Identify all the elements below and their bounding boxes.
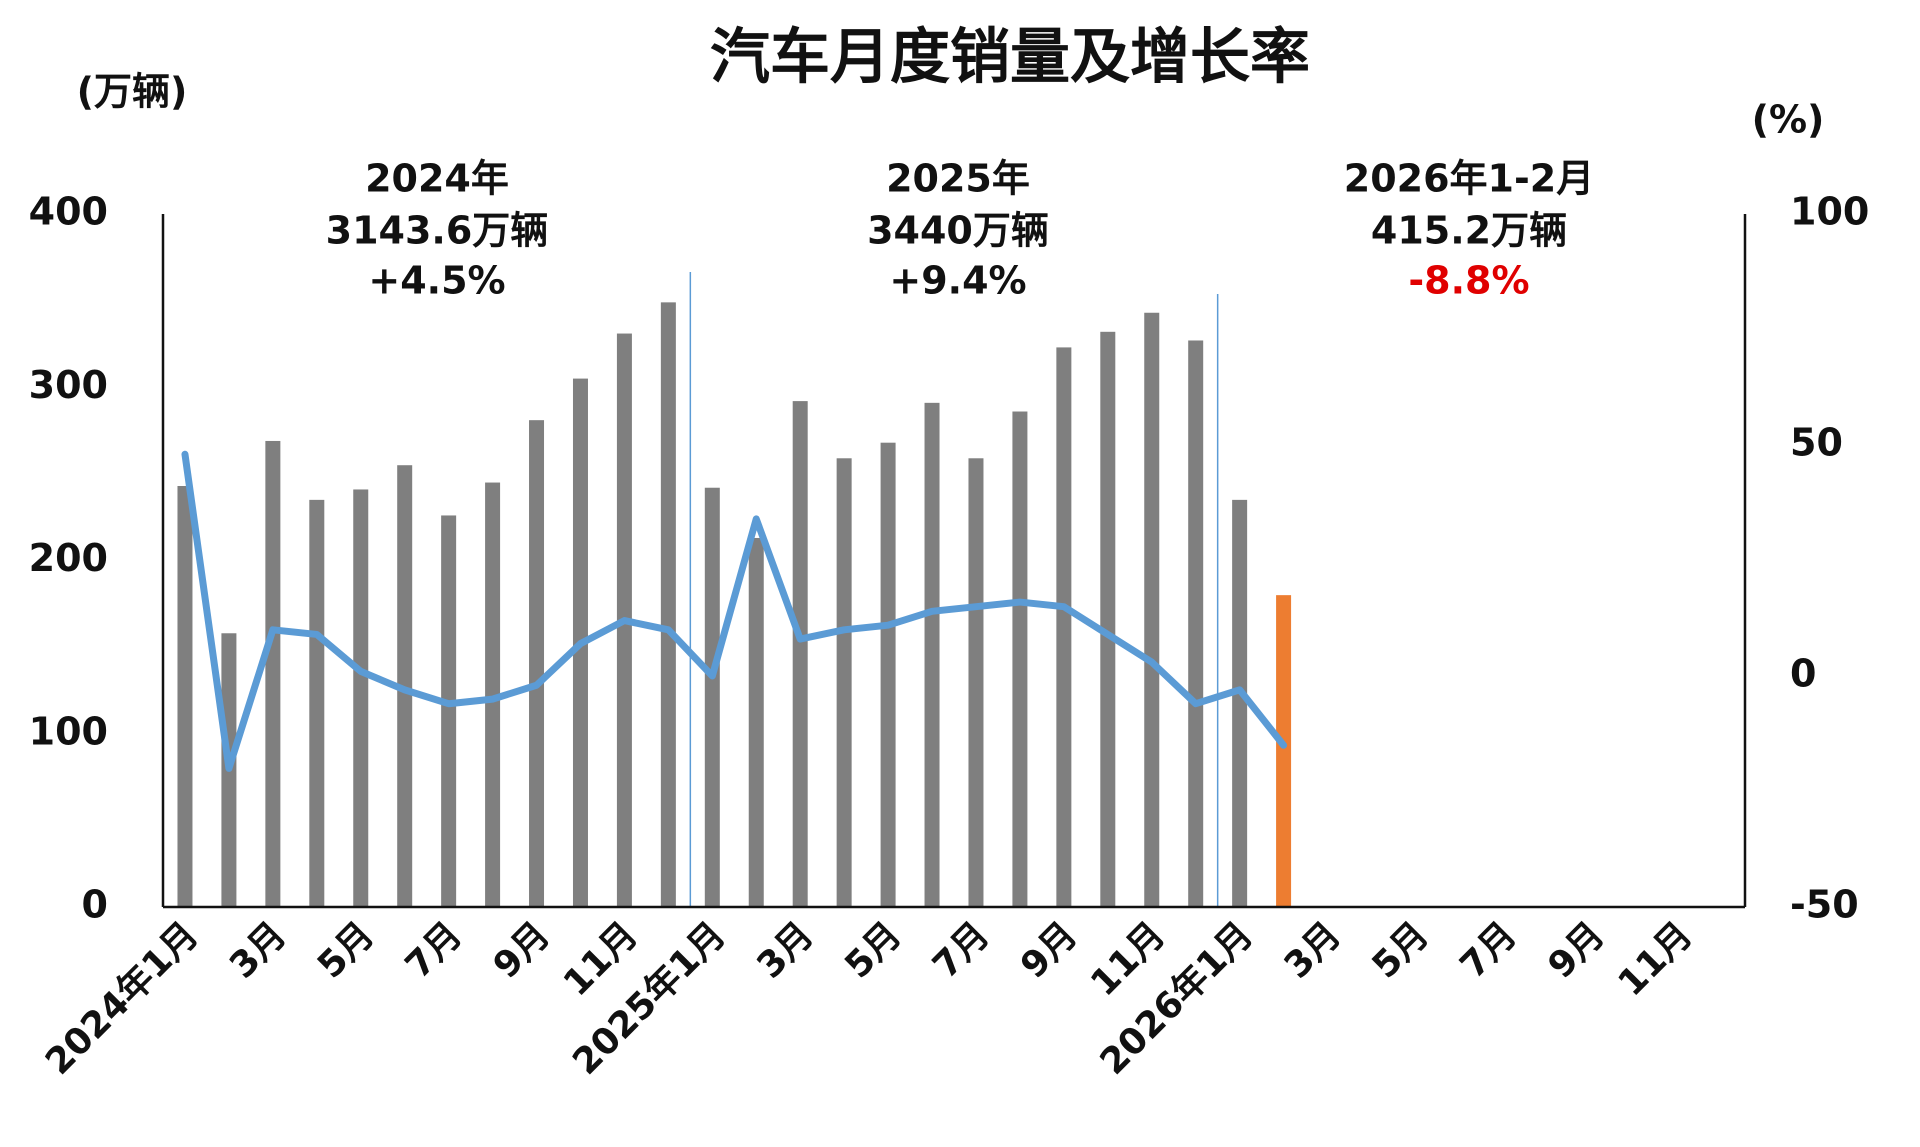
period-summary: 2026年1-2月 [1344,157,1594,201]
y-tick-label: 400 [29,190,108,234]
period-summary: 3143.6万辆 [326,209,549,253]
y-tick-label: 300 [29,363,108,407]
bar [792,401,808,907]
x-tick-label: 11月 [1611,914,1701,1004]
bar [265,440,281,907]
bar [177,486,193,907]
chart-title: 汽车月度销量及增长率 [710,23,1310,93]
y2-tick-label: 0 [1790,652,1816,696]
period-summary: +9.4% [889,259,1026,303]
y2-tick-label: -50 [1790,883,1859,927]
x-tick-label: 5月 [837,914,909,986]
period-summary: +4.5% [368,259,505,303]
bar [1232,499,1248,907]
x-tick-label: 9月 [1540,914,1612,986]
bar [1100,331,1116,907]
x-tick-label: 3月 [1277,914,1349,986]
bar [1056,347,1072,908]
x-tick-label: 7月 [398,914,470,986]
bar [968,458,984,907]
bar [441,515,457,907]
bar [309,499,325,907]
bar [1144,312,1160,907]
x-tick-label: 7月 [1453,914,1525,986]
growth-line [181,450,1288,772]
period-summary: 2024年 [365,157,509,201]
bar [485,482,501,907]
x-tick-label: 5月 [1365,914,1437,986]
x-tick-label: 9月 [1013,914,1085,986]
y2-tick-label: 100 [1790,190,1869,234]
bar [529,420,545,907]
bar [704,487,720,907]
period-summary: -8.8% [1408,259,1529,303]
bar [924,402,940,907]
period-summary: 2025年 [886,157,1030,201]
x-tick-label: 3月 [749,914,821,986]
x-tick-label: 2024年1月 [38,914,206,1082]
x-tick-label: 9月 [486,914,558,986]
bar [748,537,764,907]
bar [1276,595,1292,907]
x-tick-label: 7月 [925,914,997,986]
period-summary: 3440万辆 [867,209,1049,253]
y2-axis-label: (%) [1752,98,1825,142]
y-tick-label: 100 [29,709,108,753]
x-tick-label: 3月 [222,914,294,986]
y-tick-label: 200 [29,536,108,580]
x-tick-label: 5月 [310,914,382,986]
bar [660,302,676,907]
bar [353,489,369,907]
bar [1188,340,1204,907]
bar [880,442,896,907]
y-tick-label: 0 [82,883,108,927]
period-summary: 415.2万辆 [1371,209,1567,253]
y2-tick-label: 50 [1790,421,1843,465]
bar [1012,411,1028,907]
bar [836,458,852,907]
y-axis-label: (万辆) [77,70,188,114]
